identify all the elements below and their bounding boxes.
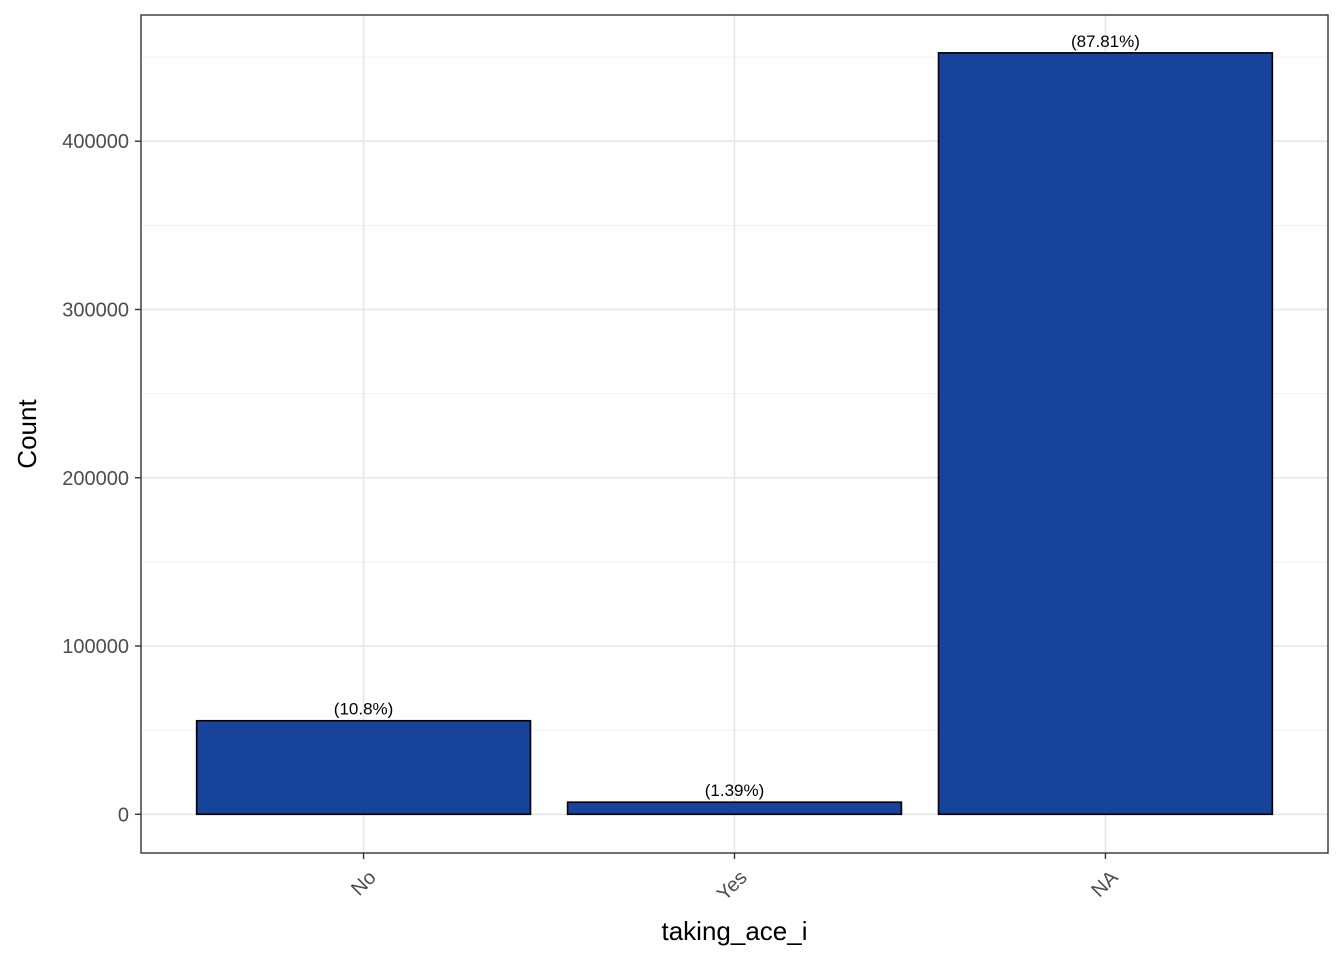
y-tick-label: 0 [118,804,129,826]
y-axis-title: Count [12,399,42,469]
data-label-no: (10.8%) [334,700,394,719]
data-labels: (10.8%) (1.39%) (87.81%) [334,32,1140,800]
y-tick-label: 100000 [62,636,129,658]
x-axis-title: taking_ace_i [662,916,808,946]
y-tick-label: 400000 [62,131,129,153]
bars [195,52,1274,816]
bar-no [195,719,532,816]
data-label-yes: (1.39%) [705,781,765,800]
bar-yes [566,801,903,816]
bar-na [937,52,1274,816]
y-axis: 0 100000 200000 300000 400000 [62,131,141,826]
y-tick-label: 300000 [62,299,129,321]
data-label-na: (87.81%) [1071,32,1140,51]
y-tick-label: 200000 [62,468,129,490]
